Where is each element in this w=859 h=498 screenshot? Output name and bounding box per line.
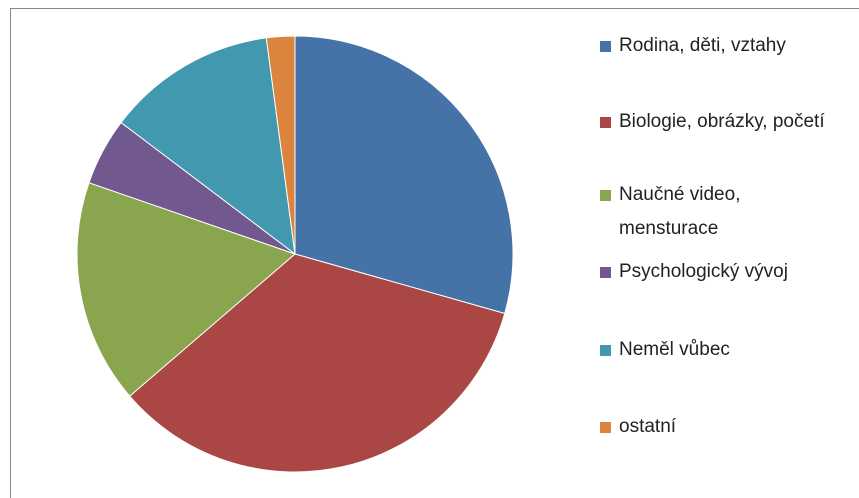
legend-label: Naučné video, mensturace bbox=[619, 184, 741, 239]
legend-item: Biologie, obrázky, početí bbox=[600, 105, 840, 139]
legend-item: Neměl vůbec bbox=[600, 333, 840, 367]
chart bbox=[76, 35, 514, 473]
legend-item: Rodina, děti, vztahy bbox=[600, 29, 840, 63]
legend-label: Psychologický vývoj bbox=[619, 261, 788, 282]
legend-item: ostatní bbox=[600, 410, 840, 444]
legend-item: Psychologický vývoj bbox=[600, 255, 840, 289]
legend-swatch bbox=[600, 345, 611, 356]
pie-slice bbox=[294, 35, 514, 315]
legend-swatch bbox=[600, 190, 611, 201]
pie-slice bbox=[128, 253, 506, 473]
pie-slice bbox=[120, 37, 296, 256]
legend-label: Neměl vůbec bbox=[619, 339, 730, 360]
page: Rodina, děti, vztahy Biologie, obrázky, p… bbox=[10, 8, 859, 498]
legend-swatch bbox=[600, 41, 611, 52]
legend-swatch bbox=[600, 267, 611, 278]
pie-slice bbox=[76, 182, 296, 397]
pie-slice bbox=[265, 35, 296, 255]
legend-label: ostatní bbox=[619, 416, 677, 437]
chart-frame bbox=[10, 8, 859, 498]
legend-label: Rodina, děti, vztahy bbox=[619, 35, 786, 56]
legend-swatch bbox=[600, 117, 611, 128]
legend-swatch bbox=[600, 422, 611, 433]
legend-label: Biologie, obrázky, početí bbox=[619, 111, 825, 132]
legend-item: Naučné video, mensturace bbox=[600, 178, 840, 246]
